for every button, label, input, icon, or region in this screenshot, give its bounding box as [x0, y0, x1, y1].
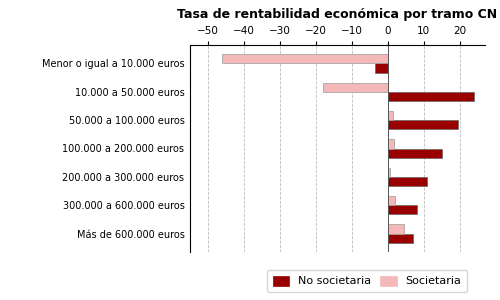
Bar [388, 233, 413, 243]
Bar [388, 120, 458, 129]
Bar [376, 64, 388, 73]
Bar [388, 148, 442, 158]
Bar [388, 205, 416, 214]
Bar [388, 168, 390, 177]
Bar [388, 177, 428, 186]
Bar [323, 83, 388, 92]
Bar [388, 224, 404, 233]
Bar [388, 196, 395, 205]
Bar [388, 140, 394, 148]
Title: Tasa de rentabilidad económica por tramo CN: Tasa de rentabilidad económica por tramo… [178, 8, 498, 21]
Bar [388, 92, 474, 101]
Bar [388, 111, 394, 120]
Bar [222, 54, 388, 64]
Legend: No societaria, Societaria: No societaria, Societaria [267, 270, 467, 292]
